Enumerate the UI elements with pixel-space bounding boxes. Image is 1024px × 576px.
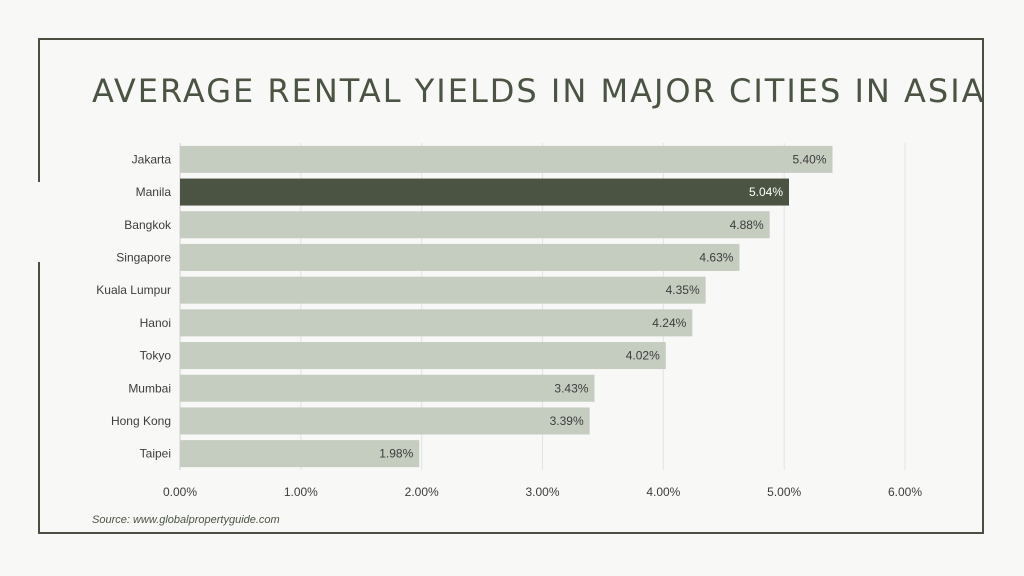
bar-manila bbox=[180, 178, 789, 206]
data-label: 3.43% bbox=[554, 381, 588, 395]
category-label: Mumbai bbox=[128, 381, 171, 395]
x-tick-label: 6.00% bbox=[888, 485, 922, 499]
category-label: Jakarta bbox=[132, 152, 172, 166]
x-tick-label: 4.00% bbox=[646, 485, 680, 499]
x-tick-label: 3.00% bbox=[525, 485, 559, 499]
data-label: 1.98% bbox=[379, 447, 413, 461]
source-note: Source: www.globalpropertyguide.com bbox=[92, 514, 280, 526]
bar-taipei bbox=[180, 440, 420, 468]
bar-kuala-lumpur bbox=[180, 276, 706, 304]
category-label: Tokyo bbox=[140, 349, 172, 363]
category-label: Bangkok bbox=[124, 218, 172, 232]
category-label: Manila bbox=[136, 185, 172, 199]
x-tick-label: 2.00% bbox=[405, 485, 439, 499]
bar-tokyo bbox=[180, 342, 666, 370]
category-label: Taipei bbox=[140, 447, 171, 461]
frame-gap bbox=[36, 182, 42, 262]
data-label: 4.02% bbox=[626, 349, 660, 363]
category-label: Hanoi bbox=[140, 316, 171, 330]
data-label: 5.40% bbox=[792, 152, 826, 166]
bar-mumbai bbox=[180, 374, 595, 402]
category-label: Singapore bbox=[116, 250, 171, 264]
data-label: 4.24% bbox=[652, 316, 686, 330]
category-label: Kuala Lumpur bbox=[96, 283, 171, 297]
data-label: 4.63% bbox=[699, 250, 733, 264]
bar-hanoi bbox=[180, 309, 693, 337]
x-tick-label: 1.00% bbox=[284, 485, 318, 499]
bar-hong-kong bbox=[180, 407, 590, 435]
bar-singapore bbox=[180, 243, 740, 271]
bar-bangkok bbox=[180, 211, 770, 239]
bar-jakarta bbox=[180, 145, 833, 173]
chart-title: AVERAGE RENTAL YIELDS IN MAJOR CITIES IN… bbox=[92, 72, 986, 110]
data-label: 3.39% bbox=[550, 414, 584, 428]
data-label: 4.88% bbox=[730, 218, 764, 232]
data-label: 4.35% bbox=[666, 283, 700, 297]
category-label: Hong Kong bbox=[111, 414, 171, 428]
data-label: 5.04% bbox=[749, 185, 783, 199]
x-tick-label: 0.00% bbox=[163, 485, 197, 499]
x-tick-label: 5.00% bbox=[767, 485, 801, 499]
